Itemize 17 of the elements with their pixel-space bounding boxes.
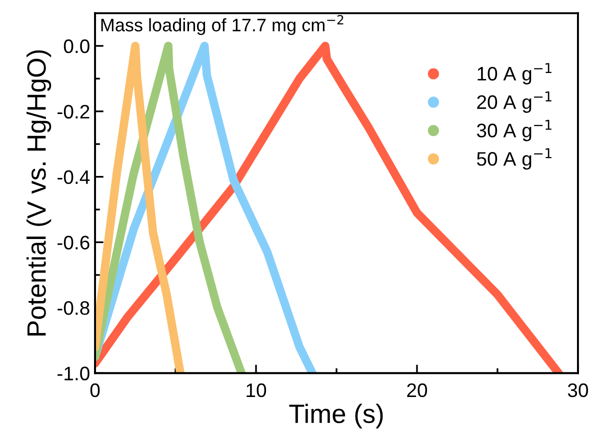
- legend-label: 50 A g$^{−1}$: [476, 148, 552, 170]
- legend-label: 10 A g$^{−1}$: [478, 63, 552, 84]
- y-tick-label: -0.2: [58, 104, 90, 119]
- x-tick-label: 20: [407, 383, 428, 398]
- y-tick-label: -1.0: [58, 366, 90, 380]
- legend-label: 20 A g$^{−1}$: [477, 91, 552, 113]
- x-tick-label: 10: [246, 383, 266, 398]
- y-tick-label: 0.0: [64, 39, 90, 54]
- y-tick-label: -0.8: [58, 301, 90, 315]
- y-tick-label: -0.6: [58, 236, 90, 250]
- x-axis-title: Time (s): [289, 404, 383, 428]
- x-tick-label: 30: [568, 383, 588, 398]
- legend-label: 30 A g$^{−1}$: [476, 120, 552, 142]
- y-tick-label: -0.4: [58, 170, 90, 184]
- y-axis-title: Potential (V vs. Hg/HgO): [26, 50, 52, 336]
- annotation: Mass loading of 17.7 mg cm$^{−2}$: [101, 14, 344, 36]
- x-tick-label: 0: [90, 383, 100, 398]
